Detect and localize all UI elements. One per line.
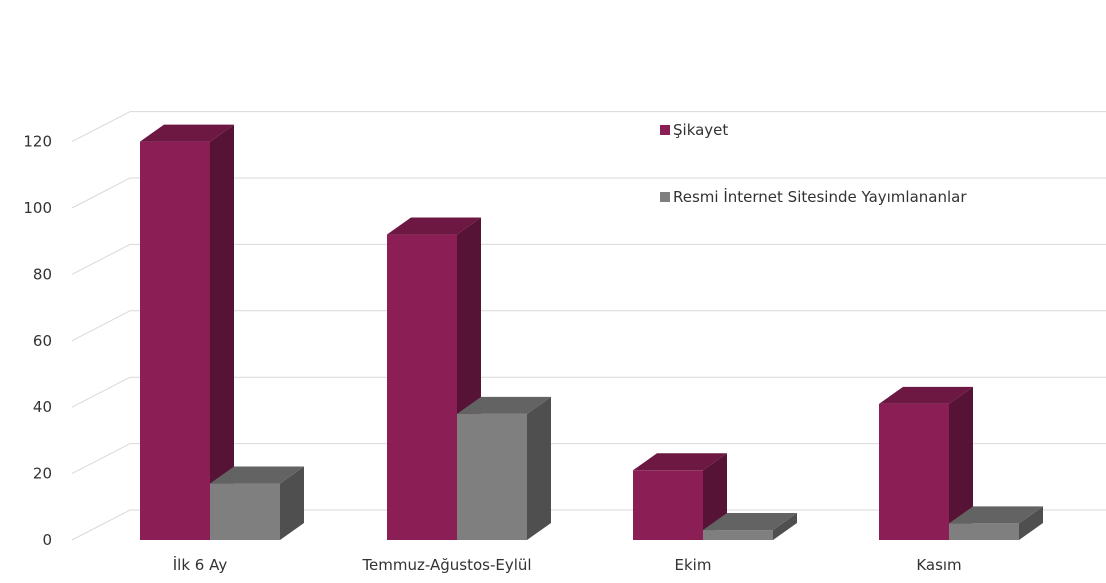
y-tick-label: 120 bbox=[23, 133, 52, 151]
bar-2-2 bbox=[457, 396, 551, 540]
bar-top-face bbox=[210, 466, 304, 484]
y-tick-label: 40 bbox=[33, 398, 52, 416]
y-tick-label: 100 bbox=[23, 199, 52, 217]
x-category-label: Ekim bbox=[675, 556, 712, 574]
gridline bbox=[71, 310, 1106, 342]
legend-swatch-series-2 bbox=[660, 192, 670, 202]
x-category-label: Temmuz-Ağustos-Eylül bbox=[361, 556, 531, 574]
x-axis-categories: İlk 6 Ay Temmuz-Ağustos-Eylül Ekim Kasım bbox=[173, 555, 962, 574]
y-tick-label: 0 bbox=[42, 531, 52, 549]
bar-side-face bbox=[527, 396, 551, 540]
bar-front-face bbox=[703, 530, 773, 540]
bar-front-face bbox=[633, 470, 703, 540]
bar-front-face bbox=[457, 413, 527, 540]
bar-top-face bbox=[633, 453, 727, 471]
bar-side-face bbox=[1019, 506, 1043, 540]
legend-item-series-2: Resmi İnternet Sitesinde Yayımlananlar bbox=[660, 187, 967, 206]
bar-2-3 bbox=[703, 513, 797, 540]
bar-1-1 bbox=[140, 124, 234, 540]
bar-top-face bbox=[949, 506, 1043, 524]
bar-side-face bbox=[949, 386, 973, 540]
x-category-label: İlk 6 Ay bbox=[173, 555, 228, 574]
bar-top-face bbox=[140, 124, 234, 142]
gridline bbox=[71, 177, 1106, 209]
gridline bbox=[71, 443, 1106, 475]
bar-top-face bbox=[387, 217, 481, 235]
bar-front-face bbox=[387, 234, 457, 540]
gridline bbox=[71, 509, 1106, 541]
y-tick-label: 60 bbox=[33, 332, 52, 350]
bars bbox=[140, 124, 1043, 540]
bar-2-1 bbox=[210, 466, 304, 540]
bar-side-face bbox=[280, 466, 304, 540]
bar-side-face bbox=[773, 513, 797, 540]
y-tick-label: 80 bbox=[33, 265, 52, 283]
bar-2-4 bbox=[949, 506, 1043, 540]
bar-top-face bbox=[879, 386, 973, 404]
bar-front-face bbox=[949, 523, 1019, 540]
legend-swatch-series-1 bbox=[660, 125, 670, 135]
legend-label-series-2: Resmi İnternet Sitesinde Yayımlananlar bbox=[673, 187, 967, 206]
gridline bbox=[71, 243, 1106, 275]
bar-top-face bbox=[703, 513, 797, 531]
bar-front-face bbox=[879, 403, 949, 540]
legend: Şikayet Resmi İnternet Sitesinde Yayımla… bbox=[660, 121, 967, 206]
bar-top-face bbox=[457, 396, 551, 414]
legend-label-series-1: Şikayet bbox=[673, 121, 728, 139]
bar-side-face bbox=[210, 124, 234, 540]
y-axis-ticks: 0 20 40 60 80 100 120 bbox=[23, 133, 52, 549]
gridline bbox=[71, 111, 1106, 143]
bar-1-4 bbox=[879, 386, 973, 540]
x-category-label: Kasım bbox=[916, 556, 961, 574]
y-tick-label: 20 bbox=[33, 465, 52, 483]
gridline bbox=[71, 376, 1106, 408]
legend-item-series-1: Şikayet bbox=[660, 121, 728, 139]
bar-front-face bbox=[210, 483, 280, 540]
grid-lines bbox=[71, 111, 1106, 541]
bar-front-face bbox=[140, 141, 210, 540]
